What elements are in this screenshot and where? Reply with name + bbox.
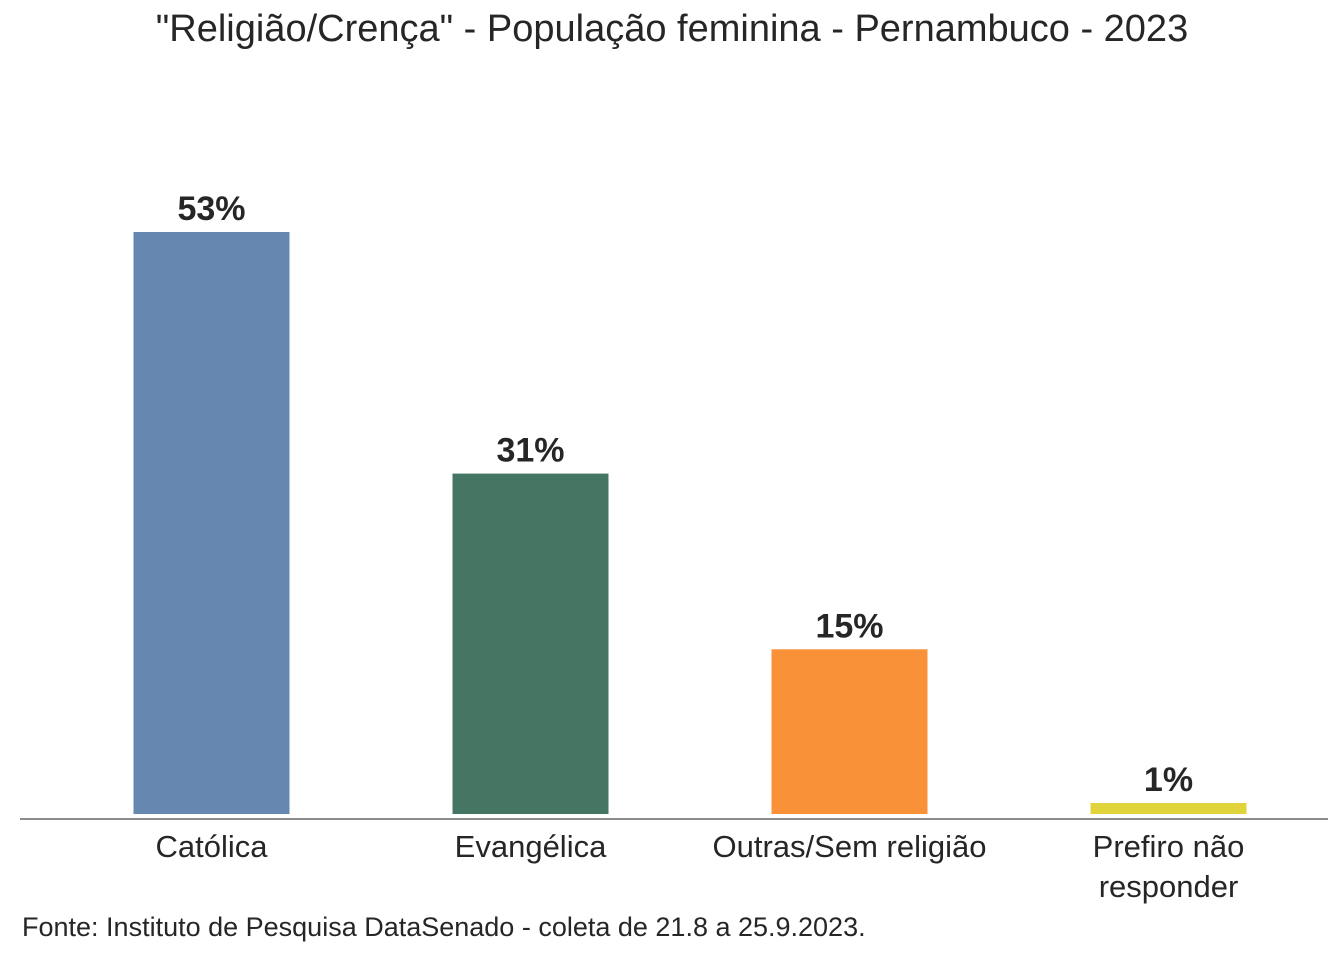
category-label-2: Outras/Sem religião — [713, 829, 987, 864]
bar-0 — [133, 232, 290, 814]
data-label-3: 1% — [1144, 761, 1193, 799]
bar-3 — [1090, 803, 1247, 814]
data-label-2: 15% — [815, 607, 883, 645]
category-label-3-line-1: responder — [1099, 869, 1239, 904]
data-label-1: 31% — [496, 432, 564, 470]
bar-1 — [452, 473, 609, 814]
bars-group — [133, 232, 1247, 814]
category-label-0: Católica — [156, 829, 269, 864]
chart-title: "Religião/Crença" - População feminina -… — [155, 8, 1189, 50]
category-label-1: Evangélica — [455, 829, 607, 864]
data-label-0: 53% — [177, 190, 245, 228]
bar-2 — [771, 649, 928, 814]
category-label-3-line-0: Prefiro não — [1093, 829, 1245, 864]
source-note: Fonte: Instituto de Pesquisa DataSenado … — [22, 912, 866, 942]
labels-group: 53% Católica 31% Evangélica 15% Outras/Sem re… — [156, 190, 1245, 904]
